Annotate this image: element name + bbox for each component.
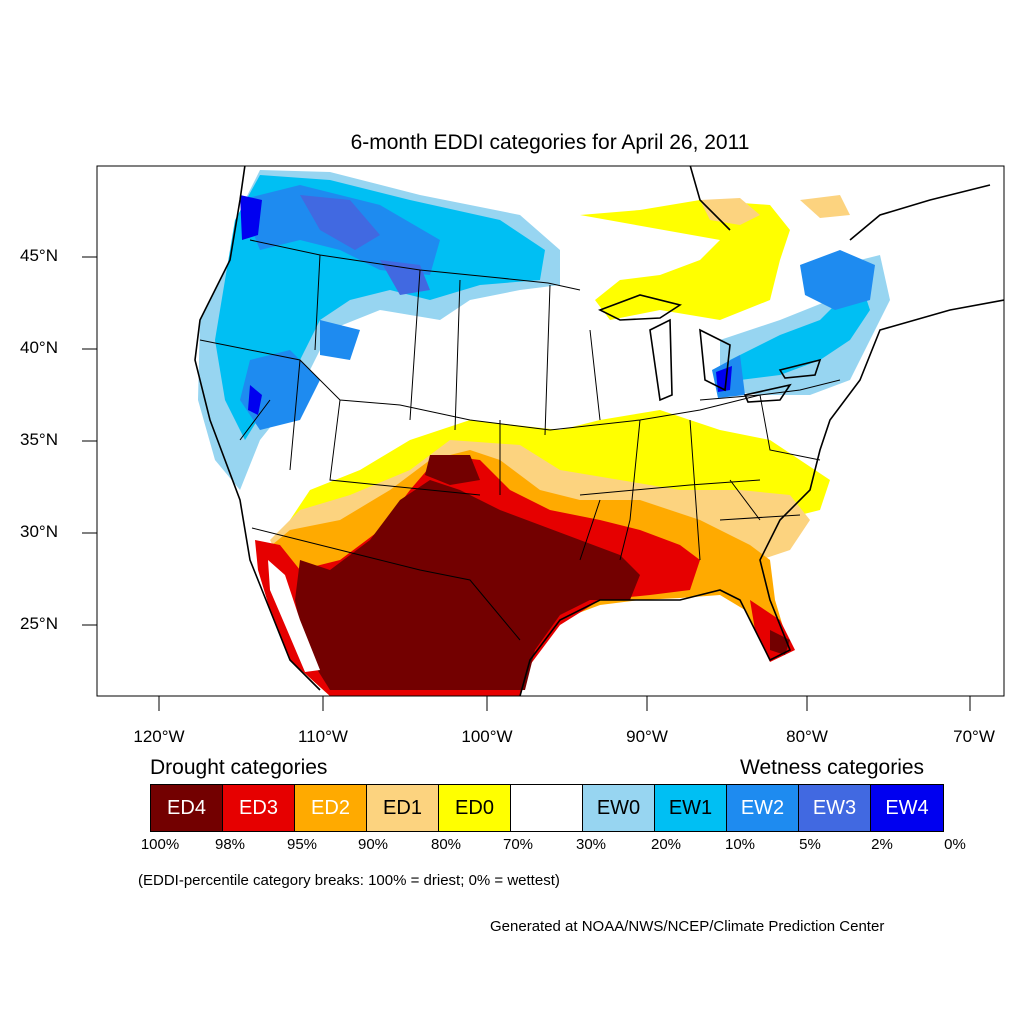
percentile-tick: 80%	[430, 836, 462, 853]
percentile-tick: 95%	[286, 836, 318, 853]
wetness-region-ew4-northeast	[716, 366, 732, 392]
legend-swatch-ed2: ED2	[295, 785, 367, 831]
state-lines-central	[549, 329, 761, 561]
lat-label-30: 30°N	[20, 522, 58, 541]
drought-region-ed0-north	[580, 200, 790, 320]
pacific-coastline	[194, 166, 321, 691]
legend-swatch-ew0: EW0	[583, 785, 655, 831]
legend-swatch-neutral	[511, 785, 583, 831]
legend-swatch-ed4: ED4	[151, 785, 223, 831]
wetness-legend-heading: Wetness categories	[740, 756, 925, 779]
coastlines	[194, 166, 1004, 696]
hudson-bay-coast	[689, 166, 991, 241]
boundary-lines	[199, 239, 841, 641]
gulf-atlantic-coastline	[519, 299, 1004, 696]
great-lakes-outline	[598, 294, 822, 403]
legend-swatch-ew4: EW4	[871, 785, 943, 831]
percentile-tick: 70%	[502, 836, 534, 853]
lat-label-25: 25°N	[20, 614, 58, 633]
lon-label-120w: 120°W	[133, 727, 185, 746]
axis-ticks	[82, 256, 971, 711]
lon-label-100w: 100°W	[461, 727, 513, 746]
us-canada-border	[249, 239, 581, 291]
gulf-of-california	[268, 560, 320, 672]
credit-line: Generated at NOAA/NWS/NCEP/Climate Predi…	[490, 918, 885, 935]
lat-label-35: 35°N	[20, 430, 58, 449]
legend-swatch-ew2: EW2	[727, 785, 799, 831]
us-mexico-border	[251, 527, 521, 641]
map-title: 6-month EDDI categories for April 26, 20…	[350, 131, 750, 154]
percentile-tick: 30%	[575, 836, 607, 853]
drought-region-ed1-north	[700, 195, 850, 225]
drought-legend-heading: Drought categories	[150, 756, 328, 779]
legend-note: (EDDI-percentile category breaks: 100% =…	[138, 872, 560, 889]
map-frame	[96, 165, 1005, 697]
map-plot-area	[194, 166, 1004, 696]
percentile-tick: 90%	[357, 836, 389, 853]
legend-swatch-ed1: ED1	[367, 785, 439, 831]
percentile-tick: 5%	[799, 836, 821, 853]
lon-label-70w: 70°W	[953, 727, 995, 746]
lon-label-110w: 110°W	[298, 727, 348, 746]
percentile-tick: 2%	[871, 836, 893, 853]
percentile-tick: 100%	[140, 836, 180, 853]
legend-swatch-ed3: ED3	[223, 785, 295, 831]
lat-label-40: 40°N	[20, 338, 58, 357]
wetness-region-ew3-west	[300, 195, 430, 295]
wetness-region-ew4-west	[240, 195, 262, 415]
drought-region-ed4-south	[295, 455, 790, 690]
legend-swatch-ed0: ED0	[439, 785, 511, 831]
wetness-region-ew2-northeast	[712, 250, 875, 398]
state-lines-east	[699, 379, 841, 521]
wetness-region-ew1-west	[215, 175, 545, 440]
percentile-tick: 98%	[214, 836, 246, 853]
percentile-tick: 10%	[724, 836, 756, 853]
percentile-tick: 0%	[944, 836, 966, 853]
lat-label-45: 45°N	[20, 246, 58, 265]
state-lines-west	[199, 254, 551, 496]
wetness-region-ew2-west	[240, 185, 440, 430]
lon-label-80w: 80°W	[786, 727, 828, 746]
percentile-tick: 20%	[650, 836, 682, 853]
legend-swatch-ew1: EW1	[655, 785, 727, 831]
lon-label-90w: 90°W	[626, 727, 668, 746]
legend-swatch-ew3: EW3	[799, 785, 871, 831]
legend-color-bar: ED4 ED3 ED2 ED1 ED0 EW0 EW1 EW2 EW3 EW4	[150, 784, 944, 832]
